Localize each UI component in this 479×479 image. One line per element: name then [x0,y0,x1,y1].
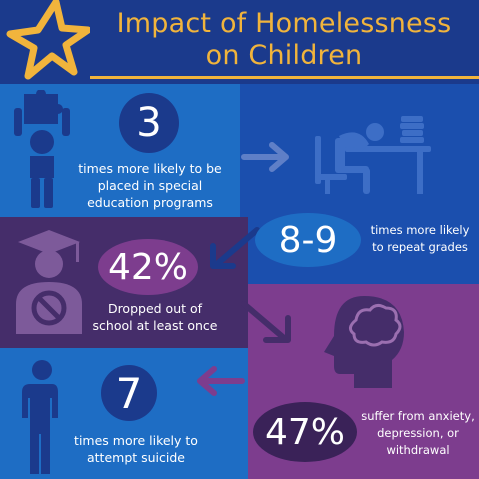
head-brain-icon [324,296,404,388]
sad-person-icon [22,360,58,474]
arrow-down-right-icon [241,301,291,343]
page-title: Impact of Homelessness on Children [116,8,452,71]
stat-text-special-education: times more likely to be placed in specia… [78,161,222,210]
stat-text-anxiety: suffer from anxiety, depression, or with… [361,409,475,457]
student-at-desk-icon [315,116,431,194]
stat-text-dropout: Dropped out of school at least once [92,301,218,333]
arrow-right-icon [241,142,289,172]
stat-value-special-education: 3 [119,93,179,153]
graduate-prohibited-icon [16,230,82,334]
stat-value-dropout: 42% [98,239,198,295]
star-icon [6,0,90,80]
arrow-down-left-icon [210,227,260,269]
stat-text-suicide: times more likely to attempt suicide [74,433,198,465]
puzzle-head-person-icon [14,90,70,208]
stat-value-anxiety: 47% [253,402,357,462]
header-divider [90,76,479,79]
header: Impact of Homelessness on Children [0,0,479,82]
stat-value-repeat-grades: 8-9 [255,213,361,267]
stat-value-suicide: 7 [101,365,157,421]
arrow-left-icon [197,366,245,396]
stat-text-repeat-grades: times more likely to repeat grades [370,223,470,254]
